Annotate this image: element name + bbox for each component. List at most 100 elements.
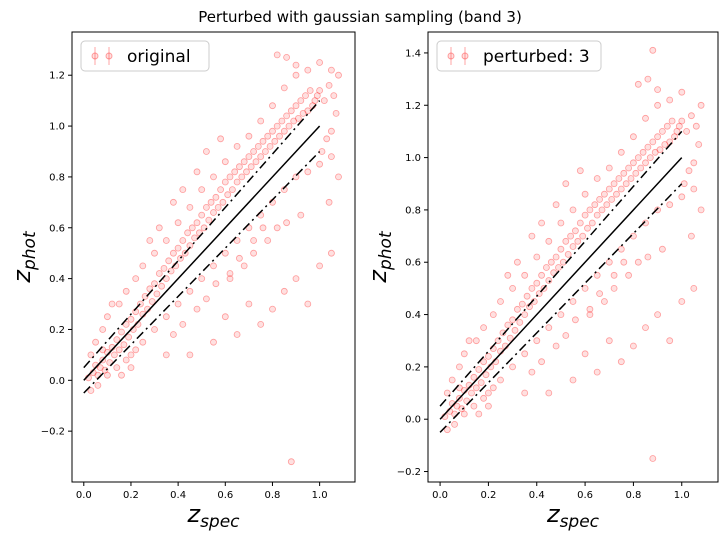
- data-point: [678, 88, 686, 96]
- data-point: [562, 180, 570, 188]
- data-point: [634, 154, 642, 162]
- data-point: [470, 373, 478, 381]
- axes-frame: [427, 31, 719, 483]
- data-point: [516, 318, 524, 326]
- data-point: [247, 163, 255, 171]
- data-point: [158, 282, 166, 290]
- data-point: [593, 368, 601, 376]
- legend-label: original: [127, 47, 191, 67]
- data-point: [625, 271, 633, 279]
- data-point: [482, 371, 490, 379]
- data-point: [304, 66, 312, 74]
- data-point: [562, 332, 570, 339]
- x-tick-label: 0.8: [625, 490, 641, 501]
- y-tick-label: 0.8: [405, 205, 421, 216]
- data-point: [202, 148, 210, 155]
- data-point: [327, 127, 335, 135]
- data-point: [177, 254, 184, 262]
- data-point: [683, 127, 691, 135]
- data-point: [533, 279, 541, 287]
- x-tick-label: 0.2: [123, 490, 139, 501]
- y-tick-label: −0.2: [41, 427, 65, 438]
- data-point: [132, 346, 140, 354]
- data-point: [581, 350, 589, 358]
- data-point: [226, 275, 234, 283]
- data-point: [443, 426, 451, 434]
- data-point: [186, 351, 194, 359]
- data-point: [533, 253, 541, 261]
- data-point: [205, 216, 213, 224]
- data-point: [87, 351, 95, 359]
- data-point: [528, 284, 536, 292]
- data-point: [600, 190, 608, 198]
- data-point: [521, 350, 529, 358]
- data-point: [596, 195, 604, 203]
- data-point: [588, 219, 596, 227]
- data-point: [569, 376, 577, 384]
- data-point: [622, 180, 630, 188]
- data-point: [542, 264, 550, 271]
- data-point: [528, 232, 536, 240]
- data-point: [690, 185, 698, 193]
- data-point: [615, 175, 623, 182]
- data-point: [254, 142, 262, 150]
- data-point: [569, 243, 577, 250]
- data-point: [610, 271, 618, 279]
- data-point: [557, 311, 565, 319]
- data-point: [451, 420, 458, 428]
- data-point: [330, 92, 338, 99]
- data-point: [559, 258, 567, 266]
- data-point: [654, 101, 662, 109]
- data-point: [511, 326, 519, 334]
- data-point: [658, 127, 666, 135]
- data-point: [313, 92, 321, 99]
- data-point: [547, 258, 555, 266]
- data-point: [656, 146, 664, 154]
- data-point: [108, 300, 116, 308]
- data-point: [132, 275, 140, 283]
- data-point: [499, 329, 507, 337]
- data-point: [104, 313, 111, 321]
- data-point: [579, 232, 587, 240]
- data-point: [642, 159, 649, 167]
- y-tick-label: 0.2: [49, 325, 65, 336]
- data-point: [629, 133, 637, 141]
- data-point: [555, 264, 562, 271]
- data-point: [569, 206, 577, 214]
- data-point: [250, 249, 258, 257]
- x-tick-label: 0.8: [265, 490, 281, 501]
- y-tick-label: 1.0: [405, 153, 421, 164]
- data-point: [292, 61, 300, 69]
- x-tick-label: 0.2: [480, 490, 496, 501]
- y-tick-label: 0.8: [49, 172, 65, 183]
- data-point: [680, 180, 688, 188]
- data-point: [489, 384, 497, 392]
- data-point: [264, 132, 272, 140]
- data-point: [233, 237, 241, 244]
- data-point: [327, 66, 335, 74]
- data-point: [545, 277, 553, 284]
- data-point: [202, 295, 210, 303]
- data-point: [632, 169, 640, 177]
- legend-box: [80, 40, 210, 72]
- data-point: [231, 168, 239, 176]
- data-point: [470, 402, 478, 410]
- data-point: [243, 168, 250, 176]
- data-point: [226, 270, 234, 277]
- data-point: [151, 326, 158, 333]
- data-point: [280, 127, 288, 135]
- data-point: [240, 158, 248, 166]
- data-point: [644, 143, 652, 151]
- data-point: [235, 163, 243, 171]
- data-point: [174, 300, 182, 308]
- data-point: [273, 51, 281, 59]
- data-point: [146, 237, 154, 244]
- data-point: [162, 237, 170, 244]
- data-point: [675, 122, 683, 130]
- data-point: [484, 389, 492, 397]
- data-point: [224, 191, 232, 199]
- data-point: [238, 173, 246, 181]
- data-point: [484, 402, 492, 410]
- y-tick-label: 0.6: [49, 223, 65, 234]
